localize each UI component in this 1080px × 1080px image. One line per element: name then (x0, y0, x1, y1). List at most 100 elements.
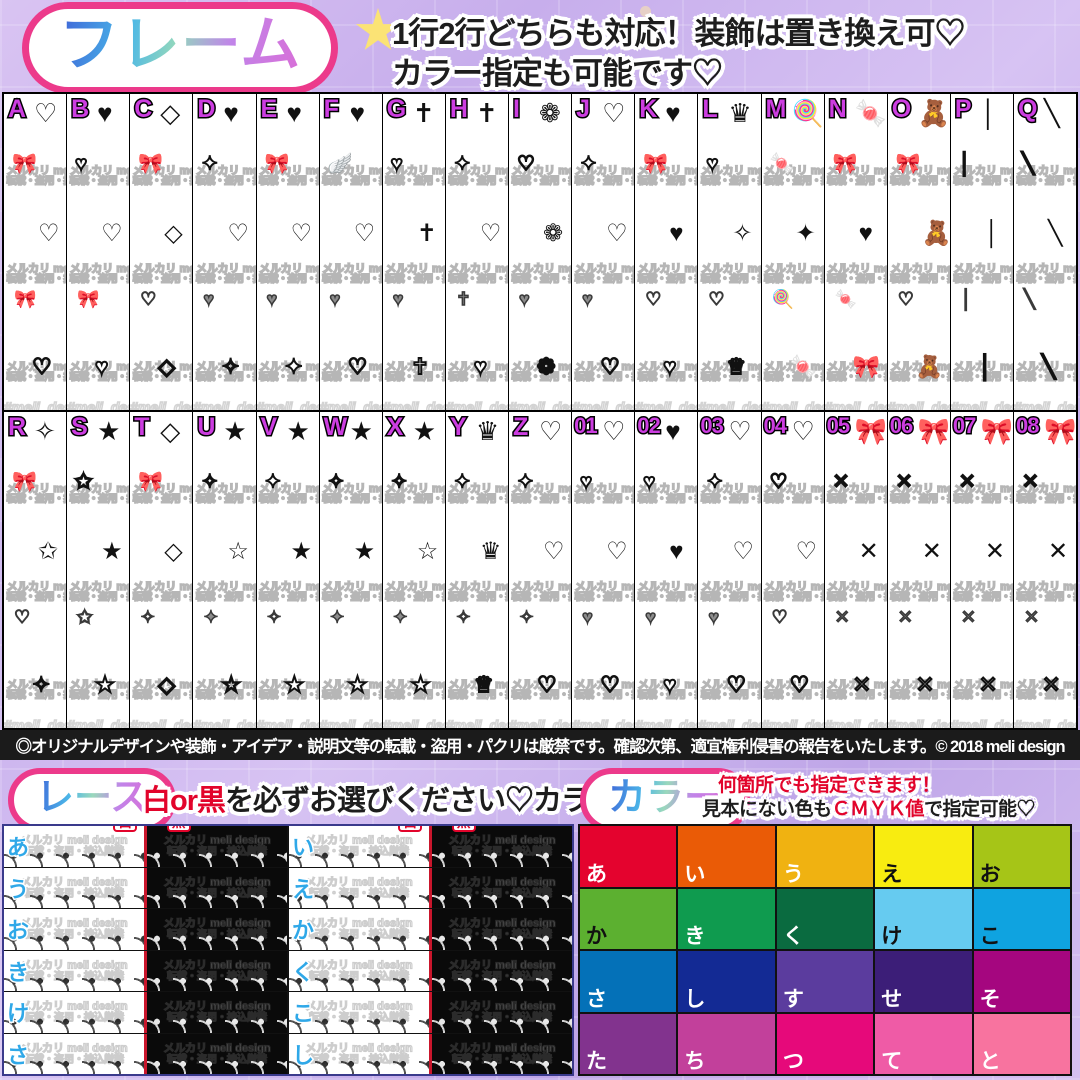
lace-cell-あ[interactable]: あメルカリ meli design転載・盗用・持込厳禁白メルカリ meli de… (4, 826, 287, 867)
color-swatch-け[interactable]: け (875, 888, 974, 949)
color-swatch-た[interactable]: た (580, 1013, 679, 1074)
lace-white-variant[interactable]: メルカリ meli design転載・盗用・持込厳禁 (4, 1033, 144, 1074)
lace-white-variant[interactable]: メルカリ meli design転載・盗用・持込厳禁 (289, 992, 429, 1033)
lace-cell-う[interactable]: うメルカリ meli design転載・盗用・持込厳禁メルカリ meli des… (4, 867, 287, 908)
color-swatch-つ[interactable]: つ (776, 1013, 876, 1074)
lace-cell-お[interactable]: おメルカリ meli design転載・盗用・持込厳禁メルカリ meli des… (4, 909, 287, 950)
frame-cell-A[interactable]: A メルカリ meli design転載・盗用・持込厳禁メルカリ meli des… (4, 94, 68, 410)
color-swatch-と[interactable]: と (973, 1013, 1071, 1074)
color-swatch-さ[interactable]: さ (580, 951, 679, 1012)
frame-cell-O[interactable]: O メルカリ meli design転載・盗用・持込厳禁メルカリ meli des… (887, 94, 951, 410)
lace-cell-い[interactable]: いメルカリ meli design転載・盗用・持込厳禁白メルカリ meli de… (287, 826, 572, 867)
frame-cell-V[interactable]: V メルカリ meli design転載・盗用・持込厳禁メルカリ meli des… (256, 412, 320, 728)
color-swatch-あ[interactable]: あ (580, 826, 679, 887)
color-swatch-せ[interactable]: せ (875, 951, 974, 1012)
lace-black-variant[interactable]: メルカリ meli design転載・盗用・持込厳禁 (429, 909, 572, 950)
lace-cell-し[interactable]: しメルカリ meli design転載・盗用・持込厳禁メルカリ meli des… (287, 1033, 572, 1074)
frame-cell-K[interactable]: K メルカリ meli design転載・盗用・持込厳禁メルカリ meli des… (635, 94, 699, 410)
frame-decoration-icon: ♥ (97, 98, 113, 128)
lace-black-variant[interactable]: メルカリ meli design転載・盗用・持込厳禁黒 (429, 826, 572, 867)
frame-cell-L[interactable]: L メルカリ meli design転載・盗用・持込厳禁メルカリ meli des… (698, 94, 762, 410)
frame-cell-R[interactable]: R メルカリ meli design転載・盗用・持込厳禁メルカリ meli des… (4, 412, 68, 728)
frame-cell-label: F (322, 94, 340, 125)
frame-cell-X[interactable]: X メルカリ meli design転載・盗用・持込厳禁メルカリ meli des… (382, 412, 446, 728)
frame-cell-Y[interactable]: Y メルカリ meli design転載・盗用・持込厳禁メルカリ meli des… (445, 412, 509, 728)
frame-decoration-icon: ✕ (1041, 672, 1061, 697)
frame-cell-W[interactable]: W メルカリ meli design転載・盗用・持込厳禁メルカリ meli des… (319, 412, 383, 728)
watermark-hashtag: #meli_design (1014, 716, 1076, 728)
frame-cell-G[interactable]: G メルカリ meli design転載・盗用・持込厳禁メルカリ meli des… (382, 94, 446, 410)
lace-cell-く[interactable]: くメルカリ meli design転載・盗用・持込厳禁メルカリ meli des… (287, 950, 572, 991)
color-swatch-う[interactable]: う (776, 826, 876, 887)
color-swatch-か[interactable]: か (580, 888, 679, 949)
frame-cell-N[interactable]: N メルカリ meli design転載・盗用・持込厳禁メルカリ meli des… (824, 94, 888, 410)
color-swatch-ち[interactable]: ち (678, 1013, 777, 1074)
watermark-text: メルカリ meli design転載・盗用・持込厳禁 (448, 165, 508, 188)
frame-cell-Z[interactable]: Z メルカリ meli design転載・盗用・持込厳禁メルカリ meli des… (509, 412, 573, 728)
frame-cell-04[interactable]: 04 メルカリ meli design転載・盗用・持込厳禁メルカリ meli de… (761, 412, 825, 728)
color-swatch-し[interactable]: し (678, 951, 777, 1012)
lace-black-variant[interactable]: メルカリ meli design転載・盗用・持込厳禁 (429, 1033, 572, 1074)
lace-white-variant[interactable]: メルカリ meli design転載・盗用・持込厳禁 (289, 950, 429, 991)
lace-black-variant[interactable]: メルカリ meli design転載・盗用・持込厳禁 (144, 992, 287, 1033)
frame-cell-M[interactable]: M メルカリ meli design転載・盗用・持込厳禁メルカリ meli des… (761, 94, 825, 410)
color-swatch-き[interactable]: き (678, 888, 777, 949)
frame-cell-H[interactable]: H メルカリ meli design転載・盗用・持込厳禁メルカリ meli des… (445, 94, 509, 410)
lace-white-variant[interactable]: メルカリ meli design転載・盗用・持込厳禁白 (4, 826, 144, 867)
frame-cell-S[interactable]: S メルカリ meli design転載・盗用・持込厳禁メルカリ meli des… (67, 412, 131, 728)
color-swatch-こ[interactable]: こ (973, 888, 1071, 949)
lace-cell-き[interactable]: きメルカリ meli design転載・盗用・持込厳禁メルカリ meli des… (4, 950, 287, 991)
lace-white-variant[interactable]: メルカリ meli design転載・盗用・持込厳禁 (4, 867, 144, 908)
watermark-text: メルカリ meli design転載・盗用・持込厳禁 (448, 263, 508, 286)
lace-white-variant[interactable]: メルカリ meli design転載・盗用・持込厳禁 (289, 909, 429, 950)
frame-cell-06[interactable]: 06 メルカリ meli design転載・盗用・持込厳禁メルカリ meli de… (887, 412, 951, 728)
lace-cell-こ[interactable]: こメルカリ meli design転載・盗用・持込厳禁メルカリ meli des… (287, 992, 572, 1033)
lace-white-variant[interactable]: メルカリ meli design転載・盗用・持込厳禁白 (289, 826, 429, 867)
frame-cell-02[interactable]: 02 メルカリ meli design転載・盗用・持込厳禁メルカリ meli de… (635, 412, 699, 728)
lace-white-variant[interactable]: メルカリ meli design転載・盗用・持込厳禁 (289, 1033, 429, 1074)
frame-cell-T[interactable]: T メルカリ meli design転載・盗用・持込厳禁メルカリ meli des… (130, 412, 194, 728)
frame-cell-07[interactable]: 07 メルカリ meli design転載・盗用・持込厳禁メルカリ meli de… (950, 412, 1014, 728)
lace-black-variant[interactable]: メルカリ meli design転載・盗用・持込厳禁 (144, 950, 287, 991)
lace-black-variant[interactable]: メルカリ meli design転載・盗用・持込厳禁 (144, 1033, 287, 1074)
frame-cell-B[interactable]: B メルカリ meli design転載・盗用・持込厳禁メルカリ meli des… (67, 94, 131, 410)
frame-cell-03[interactable]: 03 メルカリ meli design転載・盗用・持込厳禁メルカリ meli de… (698, 412, 762, 728)
color-swatch-お[interactable]: お (973, 826, 1071, 887)
color-swatch-す[interactable]: す (776, 951, 876, 1012)
color-swatch-え[interactable]: え (875, 826, 974, 887)
lace-cell-え[interactable]: えメルカリ meli design転載・盗用・持込厳禁メルカリ meli des… (287, 867, 572, 908)
lace-black-variant[interactable]: メルカリ meli design転載・盗用・持込厳禁 (144, 909, 287, 950)
lace-white-variant[interactable]: メルカリ meli design転載・盗用・持込厳禁 (4, 950, 144, 991)
frame-cell-08[interactable]: 08 メルカリ meli design転載・盗用・持込厳禁メルカリ meli de… (1014, 412, 1077, 728)
frame-cell-01[interactable]: 01 メルカリ meli design転載・盗用・持込厳禁メルカリ meli de… (572, 412, 636, 728)
frame-cell-label: Z (511, 412, 529, 443)
lace-cell-さ[interactable]: さメルカリ meli design転載・盗用・持込厳禁メルカリ meli des… (4, 1033, 287, 1074)
frame-cell-E[interactable]: E メルカリ meli design転載・盗用・持込厳禁メルカリ meli des… (256, 94, 320, 410)
frame-cell-U[interactable]: U メルカリ meli design転載・盗用・持込厳禁メルカリ meli des… (193, 412, 257, 728)
lace-white-variant[interactable]: メルカリ meli design転載・盗用・持込厳禁 (289, 867, 429, 908)
frame-cell-05[interactable]: 05 メルカリ meli design転載・盗用・持込厳禁メルカリ meli de… (824, 412, 888, 728)
lace-cell-け[interactable]: けメルカリ meli design転載・盗用・持込厳禁メルカリ meli des… (4, 992, 287, 1033)
color-swatch-い[interactable]: い (678, 826, 777, 887)
frame-cell-P[interactable]: P メルカリ meli design転載・盗用・持込厳禁メルカリ meli des… (950, 94, 1014, 410)
lace-cell-か[interactable]: かメルカリ meli design転載・盗用・持込厳禁メルカリ meli des… (287, 909, 572, 950)
color-swatch-そ[interactable]: そ (973, 951, 1071, 1012)
lace-white-variant[interactable]: メルカリ meli design転載・盗用・持込厳禁 (4, 909, 144, 950)
frame-decoration-icon: ◇ (160, 98, 181, 128)
frame-cell-I[interactable]: I メルカリ meli design転載・盗用・持込厳禁メルカリ meli des… (509, 94, 573, 410)
frame-cell-F[interactable]: F メルカリ meli design転載・盗用・持込厳禁メルカリ meli des… (319, 94, 383, 410)
lace-black-variant[interactable]: メルカリ meli design転載・盗用・持込厳禁 (144, 867, 287, 908)
frame-cell-Q[interactable]: Q メルカリ meli design転載・盗用・持込厳禁メルカリ meli des… (1014, 94, 1077, 410)
color-swatch-て[interactable]: て (875, 1013, 974, 1074)
frame-decoration-icon: ♡ (539, 416, 563, 446)
lace-black-variant[interactable]: メルカリ meli design転載・盗用・持込厳禁 (429, 867, 572, 908)
frame-cell-J[interactable]: J メルカリ meli design転載・盗用・持込厳禁メルカリ meli des… (572, 94, 636, 410)
frame-cell-D[interactable]: D メルカリ meli design転載・盗用・持込厳禁メルカリ meli des… (193, 94, 257, 410)
frame-decoration-icon: │ (958, 153, 972, 175)
frame-cell-C[interactable]: C メルカリ meli design転載・盗用・持込厳禁メルカリ meli des… (130, 94, 194, 410)
lace-black-variant[interactable]: メルカリ meli design転載・盗用・持込厳禁 (429, 950, 572, 991)
lace-white-variant[interactable]: メルカリ meli design転載・盗用・持込厳禁 (4, 992, 144, 1033)
lace-black-variant[interactable]: メルカリ meli design転載・盗用・持込厳禁 (429, 992, 572, 1033)
lace-black-variant[interactable]: メルカリ meli design転載・盗用・持込厳禁黒 (144, 826, 287, 867)
color-swatch-く[interactable]: く (776, 888, 876, 949)
